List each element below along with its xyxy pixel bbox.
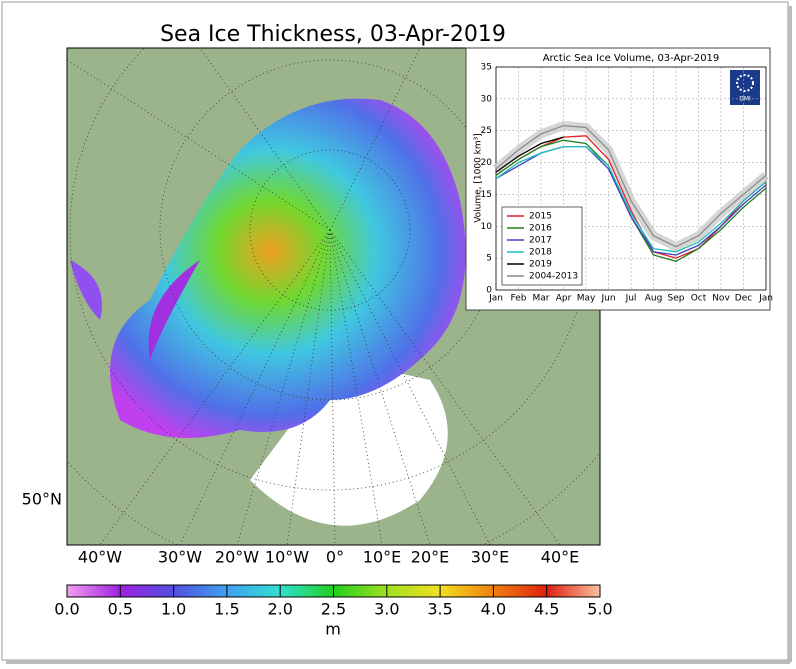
- legend-label: 2004-2013: [529, 272, 578, 282]
- x-tick-label: Feb: [511, 294, 527, 304]
- legend-box: [501, 206, 583, 286]
- logo-ring: [736, 74, 754, 92]
- series-line: [495, 124, 767, 248]
- map-title: Sea Ice Thickness, 03-Apr-2019: [160, 22, 506, 47]
- colorbar-tick-label: 3.5: [427, 600, 452, 619]
- x-tick-label: Nov: [712, 294, 730, 304]
- lon-label: 10°W: [265, 548, 309, 567]
- colorbar-tick-label: 1.5: [214, 600, 239, 619]
- sea-ice: [70, 260, 102, 320]
- y-axis-label: Volume, [1000 km³]: [474, 133, 484, 223]
- series-line: [495, 136, 564, 173]
- x-tick-label: Jul: [625, 294, 637, 304]
- lon-label: 20°W: [215, 548, 259, 567]
- lon-label: 30°W: [158, 548, 202, 567]
- x-tick-label: Jan: [758, 294, 773, 304]
- lat-label: 50°N: [22, 490, 62, 509]
- colorbar-tick-label: 2.5: [321, 600, 346, 619]
- lon-label: 10°E: [363, 548, 401, 567]
- lon-label: 0°: [326, 548, 344, 567]
- y-tick-label: 15: [481, 190, 492, 200]
- sea-ice: [110, 98, 466, 439]
- lon-label: 30°E: [471, 548, 509, 567]
- colorbar-tick-label: 3.0: [374, 600, 399, 619]
- x-tick-label: Oct: [691, 294, 707, 304]
- sea-ice: [148, 260, 200, 360]
- colorbar-tick-label: 2.0: [267, 600, 292, 619]
- lon-label: 20°E: [411, 548, 449, 567]
- x-tick-label: Aug: [645, 294, 663, 304]
- lon-label: 40°E: [541, 548, 579, 567]
- colorbar-label: m: [325, 620, 341, 639]
- legend-label: 2018: [529, 248, 552, 258]
- x-tick-label: May: [577, 294, 596, 304]
- y-tick-label: 20: [481, 158, 493, 168]
- y-tick-label: 5: [486, 254, 492, 264]
- x-tick-label: Jun: [600, 294, 615, 304]
- open-ocean: [250, 360, 448, 526]
- lon-label: 40°W: [78, 548, 122, 567]
- series-line: [495, 145, 767, 253]
- y-tick-label: 10: [481, 222, 493, 232]
- y-tick-label: 35: [481, 63, 492, 73]
- colorbar-tick-label: 4.0: [481, 600, 506, 619]
- colorbar-tick-label: 0.5: [108, 600, 133, 619]
- legend-label: 2015: [529, 212, 552, 222]
- legend-label: 2017: [529, 236, 552, 246]
- x-tick-label: Jan: [488, 294, 503, 304]
- x-tick-label: Sep: [668, 294, 685, 304]
- legend-label: 2016: [529, 224, 552, 234]
- chart-title: Arctic Sea Ice Volume, 03-Apr-2019: [543, 53, 720, 64]
- legend-label: 2019: [529, 260, 552, 270]
- colorbar-tick-label: 5.0: [587, 600, 612, 619]
- x-tick-label: Apr: [556, 294, 572, 304]
- x-tick-label: Dec: [735, 294, 752, 304]
- y-tick-label: 30: [481, 94, 493, 104]
- y-tick-label: 0: [486, 286, 492, 296]
- x-tick-label: Mar: [533, 294, 550, 304]
- colorbar-tick-label: 4.5: [534, 600, 559, 619]
- colorbar-tick-label: 0.0: [54, 600, 79, 619]
- y-tick-label: 25: [481, 126, 492, 136]
- colorbar-tick-label: 1.0: [161, 600, 186, 619]
